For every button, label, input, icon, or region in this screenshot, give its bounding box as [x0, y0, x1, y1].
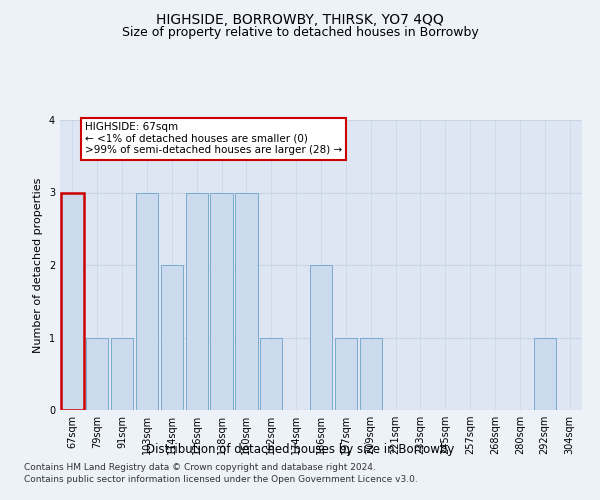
Text: HIGHSIDE, BORROWBY, THIRSK, YO7 4QQ: HIGHSIDE, BORROWBY, THIRSK, YO7 4QQ [156, 12, 444, 26]
Bar [211, 192, 233, 410]
Text: HIGHSIDE: 67sqm
← <1% of detached houses are smaller (0)
>99% of semi-detached h: HIGHSIDE: 67sqm ← <1% of detached houses… [85, 122, 342, 156]
Bar [359, 338, 382, 410]
Bar [235, 192, 257, 410]
Bar [61, 192, 83, 410]
Text: Distribution of detached houses by size in Borrowby: Distribution of detached houses by size … [146, 442, 454, 456]
Y-axis label: Number of detached properties: Number of detached properties [34, 178, 43, 352]
Bar [260, 338, 283, 410]
Bar [335, 338, 357, 410]
Text: Contains public sector information licensed under the Open Government Licence v3: Contains public sector information licen… [24, 475, 418, 484]
Bar [310, 265, 332, 410]
Bar [86, 338, 109, 410]
Bar [111, 338, 133, 410]
Bar [185, 192, 208, 410]
Text: Contains HM Land Registry data © Crown copyright and database right 2024.: Contains HM Land Registry data © Crown c… [24, 464, 376, 472]
Bar [161, 265, 183, 410]
Bar [533, 338, 556, 410]
Text: Size of property relative to detached houses in Borrowby: Size of property relative to detached ho… [122, 26, 478, 39]
Bar [136, 192, 158, 410]
